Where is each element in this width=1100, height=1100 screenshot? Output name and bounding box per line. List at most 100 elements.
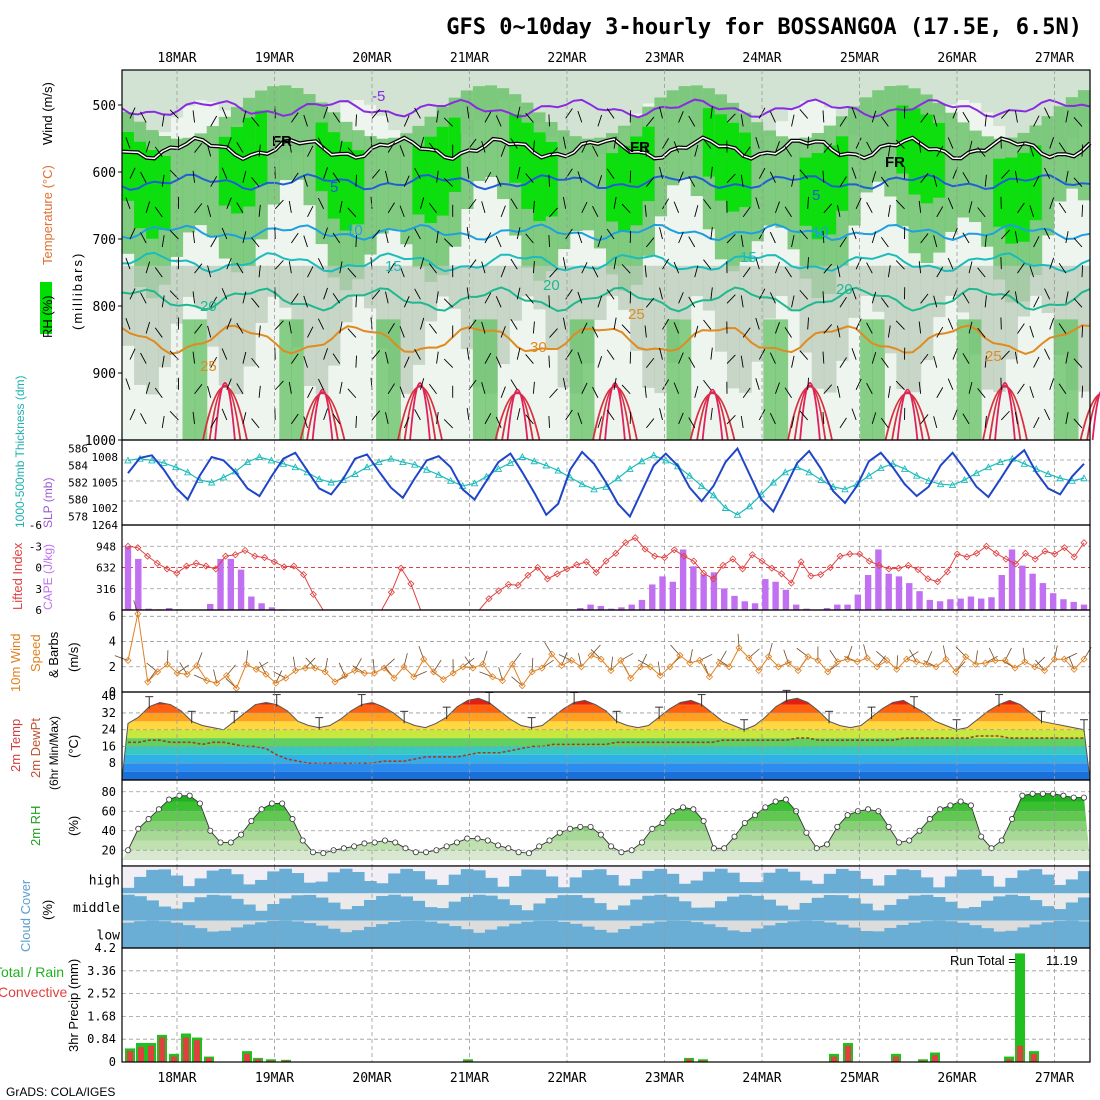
wind-barb	[317, 258, 325, 270]
thickness-point	[219, 473, 228, 481]
li-point	[846, 550, 854, 558]
cape-bar	[207, 603, 214, 610]
wind-barb	[1049, 257, 1055, 270]
rh-cell	[799, 157, 813, 226]
rh-point	[1009, 816, 1016, 823]
wind-barb	[420, 257, 425, 270]
cloud-bar	[545, 876, 559, 894]
cloud-bar	[690, 922, 704, 948]
cape-bar	[978, 598, 985, 610]
cloud-bar	[811, 883, 825, 894]
wind-barb	[613, 196, 617, 209]
rh-point	[155, 806, 162, 813]
wind-barb	[1033, 236, 1040, 248]
cloud-bar	[388, 894, 401, 921]
wind-barb	[799, 169, 809, 179]
rh-point	[546, 837, 553, 844]
wind-barb	[952, 408, 958, 421]
wind-point	[1070, 665, 1078, 673]
cape-bar	[248, 596, 255, 610]
cloud-bar	[412, 871, 426, 894]
cloud-bar	[230, 874, 244, 894]
wind-point	[1001, 656, 1009, 665]
wind-barb	[481, 261, 486, 274]
date-label-bottom: 23MAR	[645, 1071, 684, 1086]
rh-point	[392, 839, 399, 846]
wind-point	[912, 658, 921, 666]
temp-band	[122, 704, 1090, 713]
wind-barb	[784, 387, 792, 398]
wind-point	[853, 658, 861, 666]
rh-cell	[787, 265, 801, 312]
cloud-bar	[255, 879, 268, 894]
rh-cell	[255, 265, 268, 323]
temp-band	[122, 771, 1090, 780]
contour-label: -5	[372, 88, 385, 105]
cloud-bar	[146, 900, 159, 921]
wind-barb	[516, 408, 521, 421]
wind-barb	[688, 356, 696, 368]
rh-tick: 80	[102, 785, 116, 799]
wind-barb	[129, 408, 136, 421]
li-point	[300, 571, 308, 579]
wind-barb	[880, 176, 889, 187]
cloud-bar	[751, 928, 764, 948]
wind-point	[508, 660, 516, 668]
wind-barb	[274, 380, 284, 391]
rh-ylabel: 2m RH	[28, 806, 43, 846]
wind-barb	[1029, 386, 1035, 398]
wind-barb	[936, 387, 944, 398]
wind-barb	[662, 138, 670, 149]
wind-barb	[307, 266, 314, 278]
cloud-bar	[811, 897, 825, 921]
contour-label: 10	[346, 222, 363, 239]
wind-barb	[791, 295, 795, 308]
wind-speed-line	[127, 613, 1085, 690]
rh-point	[525, 850, 532, 857]
thickness-point	[709, 491, 718, 499]
rh-cell	[146, 265, 159, 395]
rh-cell	[981, 136, 994, 247]
wind-barb	[581, 322, 588, 334]
wind-barb	[251, 237, 260, 248]
wind-barb	[192, 411, 195, 424]
wind-barb	[371, 169, 381, 179]
rh-point	[638, 839, 645, 846]
wind-barb	[962, 292, 970, 304]
wind-barb	[581, 201, 588, 214]
cloud-bar	[206, 931, 220, 948]
cloud-bar	[485, 929, 498, 948]
wind-barb	[851, 106, 857, 119]
wind-barb	[597, 356, 603, 368]
rh-cell	[654, 70, 668, 101]
wind-barb	[592, 205, 599, 218]
cloud-bar	[714, 927, 728, 948]
wind-barb	[895, 320, 905, 330]
wind-barb	[726, 113, 736, 123]
wind-barb	[258, 265, 261, 278]
wind-barb	[1033, 417, 1040, 429]
temp-contour	[121, 286, 1091, 313]
wind-barb	[740, 355, 744, 368]
li-point	[280, 563, 288, 571]
wind-barb	[1073, 298, 1083, 308]
wind-barb	[694, 205, 699, 217]
rh-cell	[860, 265, 873, 296]
cape-bar	[1080, 604, 1088, 610]
rh-point	[978, 833, 985, 840]
thickness-point	[1044, 470, 1052, 477]
date-label-top: 23MAR	[645, 51, 684, 66]
cloud-bar	[460, 929, 474, 948]
cloud-bar	[521, 921, 534, 948]
contour-label: 5	[330, 179, 338, 196]
wind-barb	[154, 267, 163, 278]
li-point	[739, 565, 747, 573]
wind-barb	[1029, 144, 1035, 157]
wind-barb	[645, 357, 655, 368]
wind-barb	[221, 227, 228, 240]
rh-cell	[799, 265, 813, 353]
wind-barb	[936, 266, 944, 278]
wind-barb	[207, 205, 212, 217]
cloud-bar	[206, 870, 220, 894]
cloud-bar	[702, 871, 716, 894]
